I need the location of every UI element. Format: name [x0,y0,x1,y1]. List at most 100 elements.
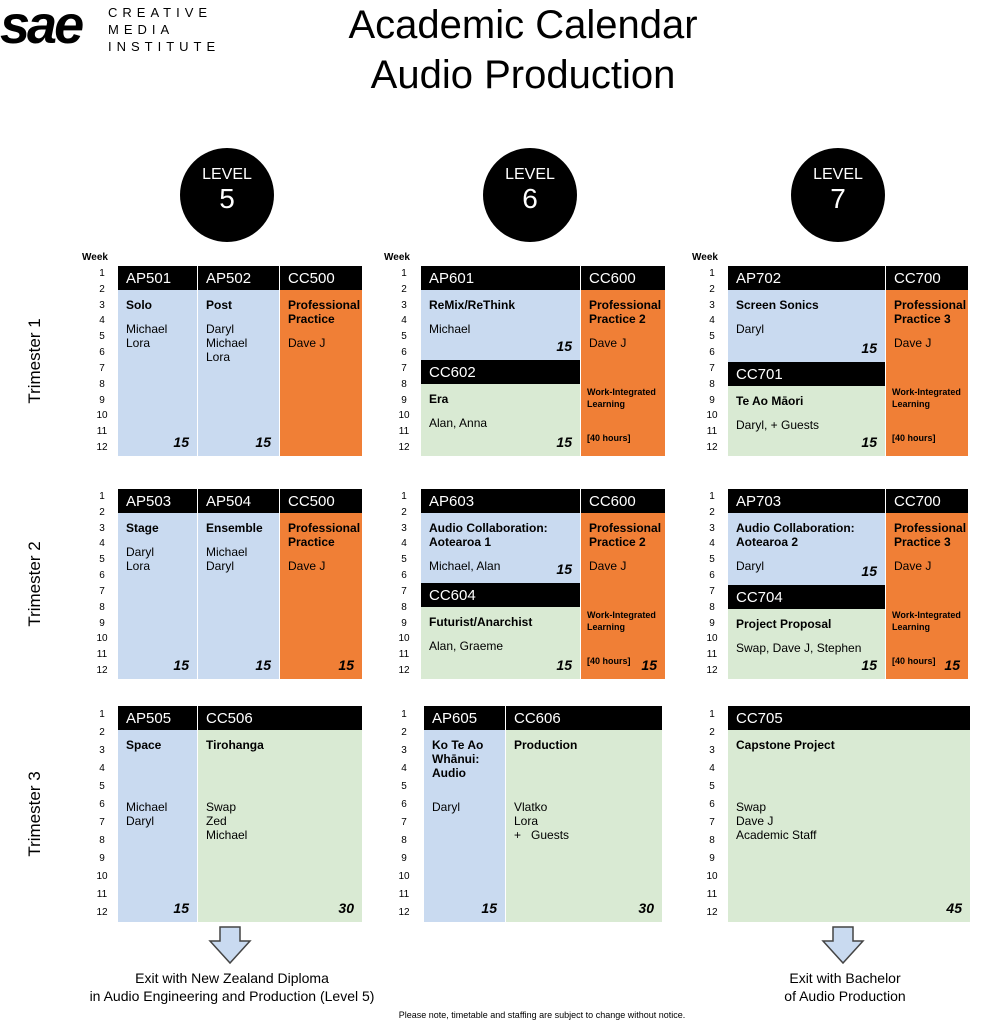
week-number: 2 [401,506,407,518]
staff-name: Daryl [206,322,235,336]
week-number: 10 [398,410,410,422]
week-number: 8 [709,601,715,613]
course-code: CC604 [421,583,580,607]
course-title: Professional Practice 2 [589,521,662,549]
staff-name: Michael [206,336,248,350]
staff-name: Daryl [736,322,765,336]
week-number: 11 [398,889,410,900]
course-title: Solo [126,298,152,312]
course-staff: Daryl, + Guests [736,418,879,432]
course: CC600 Professional Practice 2 Dave J Work-I… [581,266,665,456]
staff-name: Alan, Graeme [429,639,504,653]
credits: 15 [556,434,572,450]
week-number: 10 [96,871,108,882]
logo: sae [0,0,84,55]
course-staff: Michael [429,322,574,336]
week-number: 11 [96,889,108,900]
week-number: 4 [709,538,715,550]
course-title: Post [206,298,233,312]
week-number: 12 [398,442,410,454]
course: AP504 Ensemble Michael Daryl 15 [198,489,279,679]
course-code: CC704 [728,585,885,609]
week-number: 1 [99,490,105,502]
week-number: 1 [99,709,105,720]
week-number: 7 [709,817,715,828]
trimester-label: Trimester 1 [25,318,44,404]
credits: 15 [556,657,572,673]
course: AP503 Stage Daryl Lora 15 [118,489,197,679]
course: CC701 Te Ao Māori Daryl, + Guests 15 [728,362,885,456]
staff-name: Dave J [288,336,326,350]
course-staff: Swap Dave J Academic Staff [736,800,816,842]
exit-line: of Audio Production [784,988,906,1004]
week-number: 2 [401,727,407,738]
week-number: 2 [709,506,715,518]
course-title: Space [126,738,162,752]
week-number: 8 [401,378,407,390]
week-number: 3 [709,299,715,311]
course-note: Work-Integrated Learning [587,610,656,632]
course-code: CC600 [581,266,665,290]
course-code: AP501 [118,266,197,290]
course: CC606 Production Vlatko Lora + Guests 30 [506,706,662,922]
week-number: 3 [99,745,105,756]
course-title: Professional Practice 3 [894,298,967,326]
level-number: 6 [522,183,538,214]
course-staff: Dave J [288,336,356,350]
week-number: 9 [709,394,715,406]
course-note: Work-Integrated Learning [892,610,961,632]
level-label: LEVEL [813,166,863,183]
week-number: 6 [401,347,407,359]
course-staff: Daryl Lora [126,545,191,573]
week-number: 1 [709,267,715,279]
week-number: 8 [99,378,105,390]
week-number: 11 [398,426,410,438]
week-number: 1 [401,267,407,279]
week-number: 3 [401,522,407,534]
week-number: 2 [709,727,715,738]
course-title: Project Proposal [736,617,832,631]
credits: 15 [944,657,960,673]
staff-name: Dave J [589,559,627,573]
course: AP702 Screen Sonics Daryl 15 [728,266,885,362]
staff-name: Alan, Anna [429,416,488,430]
week-number: 1 [401,490,407,502]
exit-text: Exit with New Zealand Diploma in Audio En… [32,969,432,1005]
week-number: 7 [99,585,105,597]
course: AP601 ReMix/ReThink Michael 15 [421,266,580,360]
course-title: Screen Sonics [736,298,819,312]
week-number: 6 [709,347,715,359]
logo-lines: CREATIVE MEDIA INSTITUTE [108,4,220,55]
credits: 15 [173,434,189,450]
level-label: LEVEL [505,166,555,183]
course-staff: Dave J [589,559,659,573]
course-title: Professional Practice [288,521,361,549]
credits: 15 [481,900,497,916]
week-number: 9 [709,617,715,629]
title-line: Academic Calendar [348,3,698,47]
course-title: Capstone Project [736,738,835,752]
course-staff: Daryl [736,322,879,336]
staff-name: Michael [206,545,248,559]
week-number: 10 [706,410,718,422]
trimester-label: Trimester 3 [25,771,44,857]
week-number: 8 [709,835,715,846]
week-number: 7 [401,362,407,374]
course-code: CC500 [280,266,362,290]
course: CC500 Professional Practice Dave J 15 [280,489,362,679]
exit-line: in Audio Engineering and Production (Lev… [89,988,375,1004]
course: CC500 Professional Practice Dave J [280,266,362,456]
credits: 30 [338,900,354,916]
level-circle [180,148,274,242]
course-hours: [40 hours] [892,433,936,443]
course-code: AP603 [421,489,580,513]
staff-name: Lora [126,559,151,573]
staff-name: Daryl [206,559,235,573]
course-code: CC700 [886,266,968,290]
week-number: 12 [96,665,108,677]
course-code: AP703 [728,489,885,513]
week-number: 8 [401,835,407,846]
week-number: 12 [96,907,108,918]
week-number: 12 [398,907,410,918]
week-number: 6 [99,570,105,582]
